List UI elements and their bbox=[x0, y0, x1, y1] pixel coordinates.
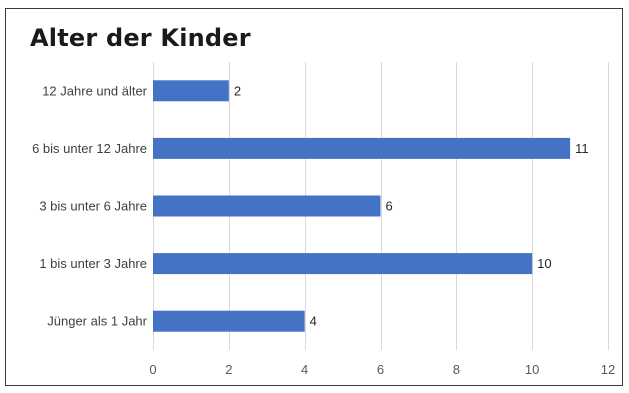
category-label: 12 Jahre und älter bbox=[42, 83, 147, 98]
category-label: 1 bis unter 3 Jahre bbox=[39, 256, 147, 271]
data-label: 11 bbox=[575, 141, 589, 156]
x-axis-tick-labels: 0 2 4 6 8 10 12 bbox=[149, 362, 615, 377]
category-label: 6 bis unter 12 Jahre bbox=[32, 141, 147, 156]
category-labels: 12 Jahre und älter 6 bis unter 12 Jahre 3 … bbox=[32, 83, 148, 328]
bar bbox=[153, 253, 533, 275]
chart-title: Alter der Kinder bbox=[30, 24, 251, 52]
data-label: 2 bbox=[234, 83, 241, 98]
bar bbox=[153, 137, 571, 159]
data-labels: 2 11 6 10 4 bbox=[234, 83, 589, 328]
x-tick-label: 10 bbox=[525, 362, 539, 377]
category-label: Jünger als 1 Jahr bbox=[47, 314, 147, 329]
x-tick-label: 0 bbox=[149, 362, 156, 377]
bar bbox=[153, 80, 229, 102]
x-tick-label: 6 bbox=[377, 362, 384, 377]
data-label: 10 bbox=[537, 256, 551, 271]
bars bbox=[153, 80, 571, 332]
data-label: 6 bbox=[386, 199, 393, 214]
bar bbox=[153, 310, 305, 332]
x-tick-label: 12 bbox=[601, 362, 615, 377]
x-tick-label: 2 bbox=[225, 362, 232, 377]
x-tick-label: 4 bbox=[301, 362, 308, 377]
data-label: 4 bbox=[310, 314, 317, 329]
bar bbox=[153, 195, 381, 217]
x-tick-label: 8 bbox=[453, 362, 460, 377]
category-label: 3 bis unter 6 Jahre bbox=[39, 199, 147, 214]
